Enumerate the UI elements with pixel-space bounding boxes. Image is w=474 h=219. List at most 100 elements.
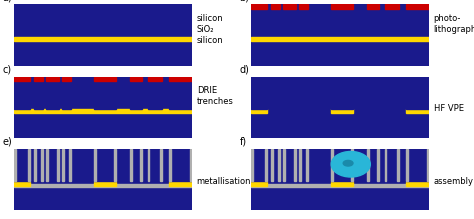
Bar	[406, 149, 429, 181]
Bar	[251, 149, 267, 181]
Bar	[271, 149, 280, 181]
Bar	[384, 4, 399, 9]
Bar	[306, 149, 308, 181]
Bar	[384, 77, 399, 109]
Bar	[46, 77, 59, 81]
Bar	[62, 77, 71, 109]
Bar	[251, 182, 267, 186]
Bar	[331, 4, 353, 9]
Bar	[271, 149, 273, 181]
Text: HF VPE: HF VPE	[434, 104, 464, 113]
Bar	[406, 109, 429, 113]
Text: a): a)	[2, 0, 12, 2]
Bar	[169, 149, 192, 181]
Bar	[130, 77, 142, 81]
Bar	[406, 4, 429, 9]
Bar	[169, 77, 192, 81]
Bar	[331, 149, 333, 181]
Bar	[14, 149, 30, 181]
Bar	[147, 149, 149, 181]
Bar	[251, 109, 267, 113]
Bar	[140, 149, 142, 181]
Bar	[169, 77, 192, 109]
Text: DRIE
trenches: DRIE trenches	[197, 86, 234, 106]
Bar	[34, 77, 43, 109]
Bar	[299, 149, 301, 181]
Text: d): d)	[239, 64, 249, 74]
Text: silicon
SiO₂
silicon: silicon SiO₂ silicon	[197, 14, 223, 46]
Bar	[62, 149, 64, 181]
Bar	[114, 149, 116, 181]
Bar	[278, 149, 280, 181]
Bar	[367, 149, 379, 181]
Text: f): f)	[239, 137, 246, 147]
Bar	[367, 149, 368, 181]
Bar	[14, 109, 192, 113]
Bar	[283, 149, 285, 181]
Bar	[367, 77, 379, 109]
Text: photo-
lithography: photo- lithography	[434, 14, 474, 34]
Bar	[34, 149, 43, 181]
Bar	[130, 149, 142, 181]
Bar	[251, 77, 267, 109]
Bar	[94, 149, 116, 181]
Bar	[251, 37, 429, 41]
Bar	[169, 182, 192, 186]
Bar	[397, 149, 399, 181]
Bar	[94, 77, 116, 81]
Bar	[46, 149, 48, 181]
Bar	[251, 4, 267, 9]
Bar	[271, 77, 280, 109]
Bar	[190, 149, 192, 181]
Ellipse shape	[331, 152, 370, 177]
Bar	[294, 149, 296, 181]
Bar	[62, 149, 71, 181]
Bar	[34, 77, 43, 81]
Bar	[299, 149, 308, 181]
Bar	[251, 184, 429, 187]
Bar	[331, 109, 353, 113]
Bar	[283, 4, 296, 9]
Bar	[271, 4, 280, 9]
Text: assembly: assembly	[434, 177, 474, 185]
Bar	[94, 182, 116, 186]
Bar	[299, 77, 308, 109]
Bar	[367, 4, 379, 9]
Bar	[14, 149, 16, 181]
Bar	[14, 184, 192, 187]
Bar	[331, 149, 353, 181]
Bar	[283, 149, 296, 181]
Bar	[28, 149, 30, 181]
Bar	[130, 77, 142, 109]
Bar	[160, 149, 162, 181]
Bar	[62, 77, 71, 81]
Bar	[147, 77, 162, 81]
Text: b): b)	[239, 0, 249, 2]
Bar	[69, 149, 71, 181]
Bar	[130, 149, 131, 181]
Bar	[94, 77, 116, 109]
Bar	[331, 77, 353, 109]
Bar	[427, 149, 429, 181]
Bar	[384, 149, 399, 181]
Bar	[351, 149, 353, 181]
Bar	[46, 77, 59, 109]
Bar	[147, 149, 162, 181]
Text: e): e)	[2, 137, 12, 147]
Bar	[94, 149, 96, 181]
Bar	[14, 77, 30, 109]
Bar	[283, 77, 296, 109]
Bar	[377, 149, 379, 181]
Bar	[14, 37, 192, 41]
Bar	[57, 149, 59, 181]
Bar	[331, 182, 353, 186]
Bar	[299, 4, 308, 9]
Bar	[265, 149, 267, 181]
Bar	[147, 77, 162, 109]
Bar	[41, 149, 43, 181]
Text: c): c)	[2, 64, 11, 74]
Bar	[14, 182, 30, 186]
Bar	[406, 77, 429, 109]
Bar	[169, 149, 171, 181]
Bar	[34, 149, 36, 181]
